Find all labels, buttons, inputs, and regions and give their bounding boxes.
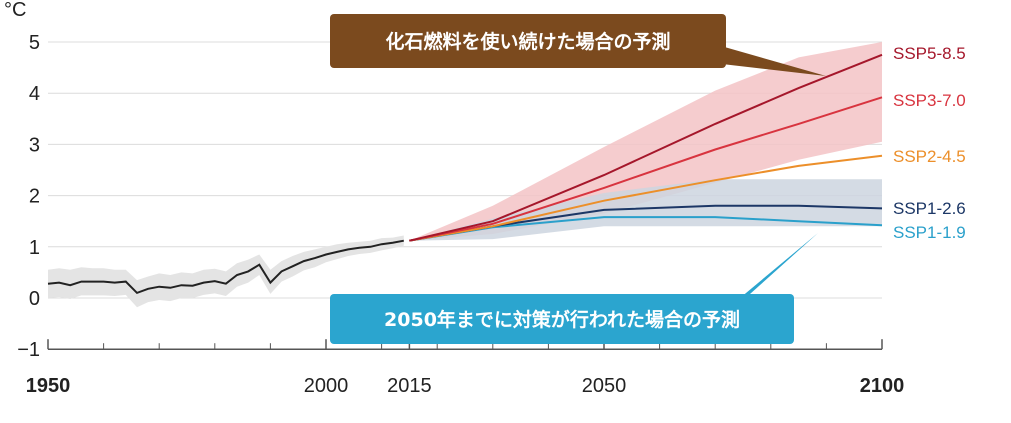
callout-text: 2050年までに対策が行われた場合の予測: [384, 308, 740, 331]
callout-box: [330, 14, 726, 68]
x-tick-label: 2015: [387, 375, 432, 397]
x-axis: [47, 339, 883, 350]
y-tick-label: 3: [29, 134, 40, 156]
series-line: [409, 96, 883, 242]
y-axis-label: °C: [4, 0, 26, 21]
x-tick-label: 1950: [26, 375, 71, 397]
historical-range-band: [48, 235, 404, 308]
y-tick-label: 4: [29, 83, 40, 105]
uncertainty-bands: [48, 42, 882, 308]
historical-series: [47, 239, 404, 295]
callout-pointer: [700, 40, 826, 76]
y-tick-label: 0: [29, 288, 40, 310]
callout-box: [330, 294, 794, 344]
historical-line: [47, 239, 404, 295]
series-line: [409, 154, 883, 242]
y-tick-label: 1: [29, 237, 40, 259]
y-axis-ticks: 5 4 3 2 1 0 −1: [17, 32, 40, 361]
series-line: [409, 53, 883, 242]
y-tick-label: −1: [17, 339, 40, 361]
scenario-lines: [409, 53, 883, 242]
series-label: SSP1-1.9: [893, 223, 966, 242]
series-labels: SSP5-8.5 SSP3-7.0 SSP2-4.5 SSP1-2.6 SSP1-1.9: [893, 44, 966, 242]
x-axis-ticks: 1950 2000 2015 2050 2100: [26, 375, 905, 397]
annotation-callouts: 化石燃料を使い続けた場合の予測 2050年までに対策が行われた場合の予測: [330, 14, 826, 344]
series-label: SSP5-8.5: [893, 44, 966, 63]
scenario-range-band: [409, 179, 882, 241]
y-tick-label: 5: [29, 32, 40, 54]
y-tick-label: 2: [29, 186, 40, 208]
x-tick-label: 2100: [860, 375, 905, 397]
callout-text: 化石燃料を使い続けた場合の予測: [385, 30, 670, 53]
series-label: SSP2-4.5: [893, 147, 966, 166]
x-tick-label: 2050: [582, 375, 627, 397]
series-label: SSP1-2.6: [893, 199, 966, 218]
scenario-range-band: [409, 42, 882, 241]
series-label: SSP3-7.0: [893, 91, 966, 110]
x-tick-label: 2000: [304, 375, 349, 397]
